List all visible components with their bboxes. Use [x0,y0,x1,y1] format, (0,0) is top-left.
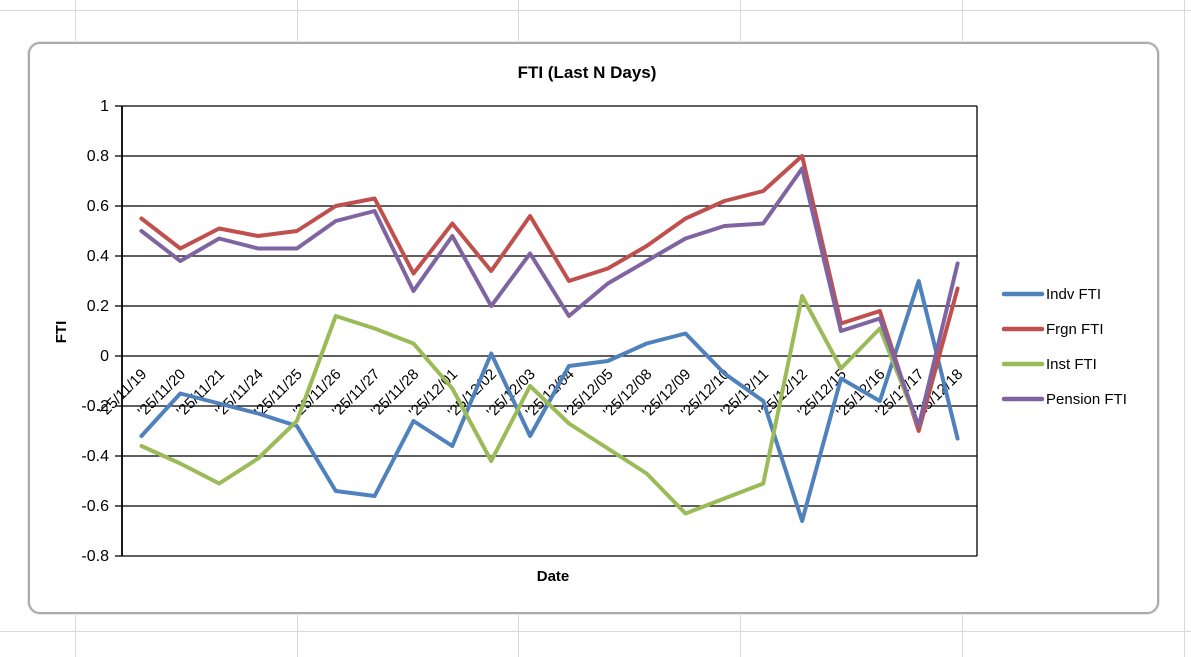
series-line-frgn-fti [139,154,960,433]
legend-label: Frgn FTI [1046,321,1104,338]
y-tick-label: 0.4 [87,248,109,265]
y-tick-label: 1 [100,98,109,115]
y-tick-label: -0.8 [81,548,109,565]
y-tick-label: -0.4 [81,448,109,465]
y-tick-label: 0.6 [87,198,109,215]
chart-title: FTI (Last N Days) [518,63,657,82]
sheet-gridline [1184,0,1185,657]
x-axis-title: Date [537,568,570,585]
series-line-pension-fti [139,166,960,428]
series-line-indv-fti [139,279,960,523]
legend-label: Inst FTI [1046,356,1097,373]
legend-label: Indv FTI [1046,286,1101,303]
y-tick-label: 0.2 [87,298,109,315]
plot-grid [115,105,978,557]
sheet-gridline [0,10,1191,11]
y-tick-label: -0.6 [81,498,109,515]
series-line-inst-fti [139,294,921,516]
y-axis-title: FTI [53,321,70,344]
sheet-gridline [0,631,1191,632]
y-tick-label: -0.2 [81,398,109,415]
legend-label: Pension FTI [1046,391,1127,408]
y-tick-label: 0 [100,348,109,365]
y-tick-label: 0.8 [87,148,109,165]
chart-panel[interactable]: '25/11/19'25/11/20'25/11/21'25/11/24'25/… [28,42,1159,614]
